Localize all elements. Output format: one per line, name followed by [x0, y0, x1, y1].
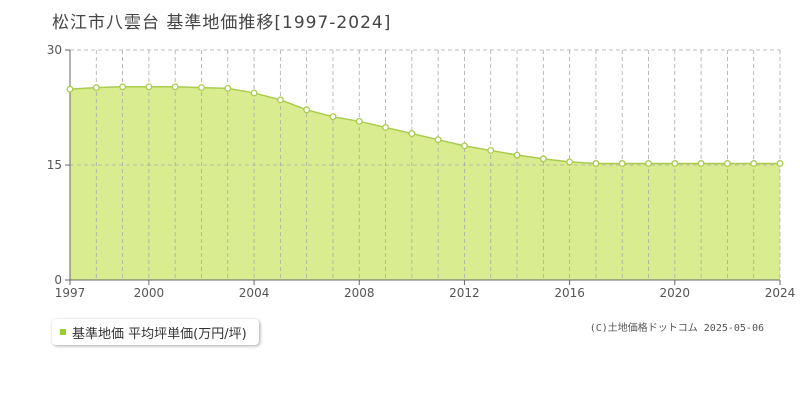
data-point	[329, 113, 337, 121]
x-tick-label: 2008	[344, 286, 375, 300]
data-point	[671, 160, 679, 167]
y-tick-label: 30	[47, 43, 62, 57]
data-point	[198, 84, 205, 92]
series-line	[69, 86, 780, 165]
area-fill	[70, 86, 780, 280]
data-point	[460, 142, 468, 150]
data-point	[776, 160, 784, 167]
data-point	[119, 83, 127, 91]
source-credit: (C)土地価格ドットコム 2025-05-06	[589, 323, 764, 334]
data-point	[750, 160, 758, 167]
data-point	[66, 85, 74, 93]
legend-marker	[60, 329, 66, 335]
data-point	[145, 83, 153, 91]
data-point	[382, 123, 390, 131]
legend: 基準地価 平均坪単価(万円/坪)	[52, 319, 259, 345]
data-point	[276, 96, 284, 104]
data-point	[618, 160, 626, 167]
data-point	[487, 146, 495, 154]
data-point	[539, 155, 547, 163]
data-point	[250, 89, 258, 97]
x-tick-label: 2016	[554, 286, 585, 300]
data-point	[723, 160, 731, 167]
data-point	[92, 84, 100, 92]
x-tick-label: 2012	[449, 286, 480, 300]
x-tick-label: 2024	[765, 286, 796, 300]
x-tick-label: 2020	[660, 286, 691, 300]
data-point	[592, 160, 600, 167]
data-point	[303, 106, 311, 114]
data-point	[434, 136, 442, 144]
y-tick-label: 0	[54, 273, 62, 287]
data-point	[697, 160, 705, 167]
data-point	[171, 83, 179, 91]
data-point	[224, 84, 232, 92]
legend-label: 基準地価 平均坪単価(万円/坪)	[72, 326, 247, 342]
x-tick-label: 2000	[134, 286, 165, 300]
y-tick-label: 15	[47, 158, 62, 172]
x-tick-label: 2004	[239, 286, 270, 300]
data-point	[408, 130, 416, 138]
data-point	[513, 151, 521, 159]
data-point	[566, 158, 574, 166]
chart-title: 松江市八雲台 基準地価推移[1997-2024]	[52, 13, 392, 33]
data-point	[645, 160, 652, 167]
data-point	[355, 117, 363, 125]
x-tick-label: 1997	[55, 286, 86, 300]
